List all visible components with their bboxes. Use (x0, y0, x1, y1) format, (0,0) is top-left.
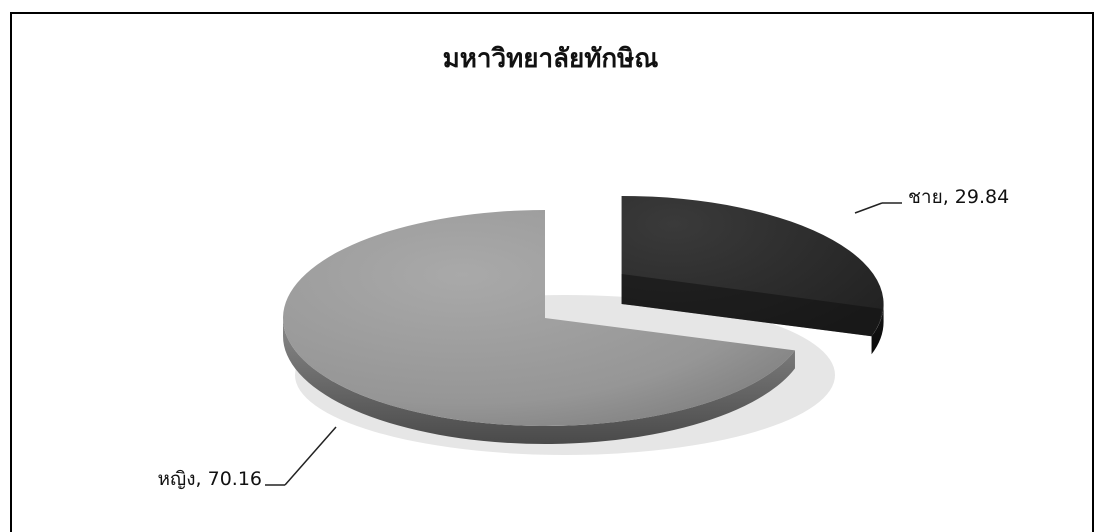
label-leader-male (854, 202, 883, 214)
pie-slice-side-male (871, 303, 884, 355)
data-label-male: ชาย, 29.84 (908, 186, 1009, 208)
data-label-female: หญิง, 70.16 (158, 468, 262, 490)
pie-slice-shade-male (621, 273, 882, 337)
chart-title: มหาวิทยาลัยทักษิณ (442, 44, 659, 74)
label-leader-female (284, 426, 337, 486)
pie-slice-female (283, 210, 795, 426)
pie-slice-side-female (283, 318, 795, 444)
